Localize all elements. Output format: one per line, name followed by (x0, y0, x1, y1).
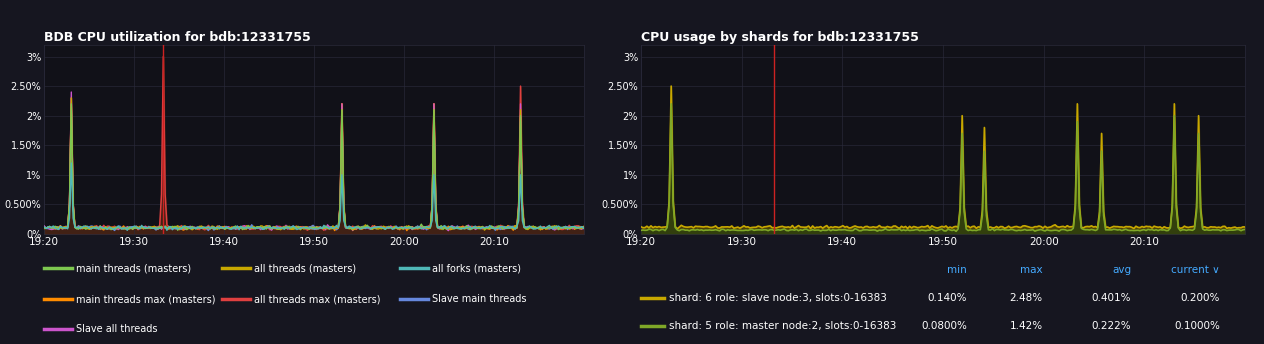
Text: Slave all threads: Slave all threads (76, 323, 157, 334)
Text: 0.200%: 0.200% (1181, 292, 1220, 303)
Text: 0.401%: 0.401% (1092, 292, 1131, 303)
Text: 0.0800%: 0.0800% (921, 321, 967, 331)
Text: all forks (masters): all forks (masters) (432, 263, 521, 273)
Text: 2.48%: 2.48% (1010, 292, 1043, 303)
Text: all threads max (masters): all threads max (masters) (254, 294, 380, 304)
Text: main threads max (masters): main threads max (masters) (76, 294, 215, 304)
Text: all threads (masters): all threads (masters) (254, 263, 356, 273)
Text: 0.140%: 0.140% (928, 292, 967, 303)
Text: CPU usage by shards for bdb:12331755: CPU usage by shards for bdb:12331755 (641, 31, 919, 44)
Text: 0.222%: 0.222% (1092, 321, 1131, 331)
Text: avg: avg (1112, 265, 1131, 275)
Text: main threads (masters): main threads (masters) (76, 263, 191, 273)
Text: min: min (947, 265, 967, 275)
Text: shard: 6 role: slave node:3, slots:0-16383: shard: 6 role: slave node:3, slots:0-163… (669, 292, 886, 303)
Text: current ∨: current ∨ (1170, 265, 1220, 275)
Text: shard: 5 role: master node:2, slots:0-16383: shard: 5 role: master node:2, slots:0-16… (669, 321, 896, 331)
Text: 0.1000%: 0.1000% (1174, 321, 1220, 331)
Text: max: max (1020, 265, 1043, 275)
Text: Slave main threads: Slave main threads (432, 294, 526, 304)
Text: 1.42%: 1.42% (1010, 321, 1043, 331)
Text: BDB CPU utilization for bdb:12331755: BDB CPU utilization for bdb:12331755 (44, 31, 311, 44)
